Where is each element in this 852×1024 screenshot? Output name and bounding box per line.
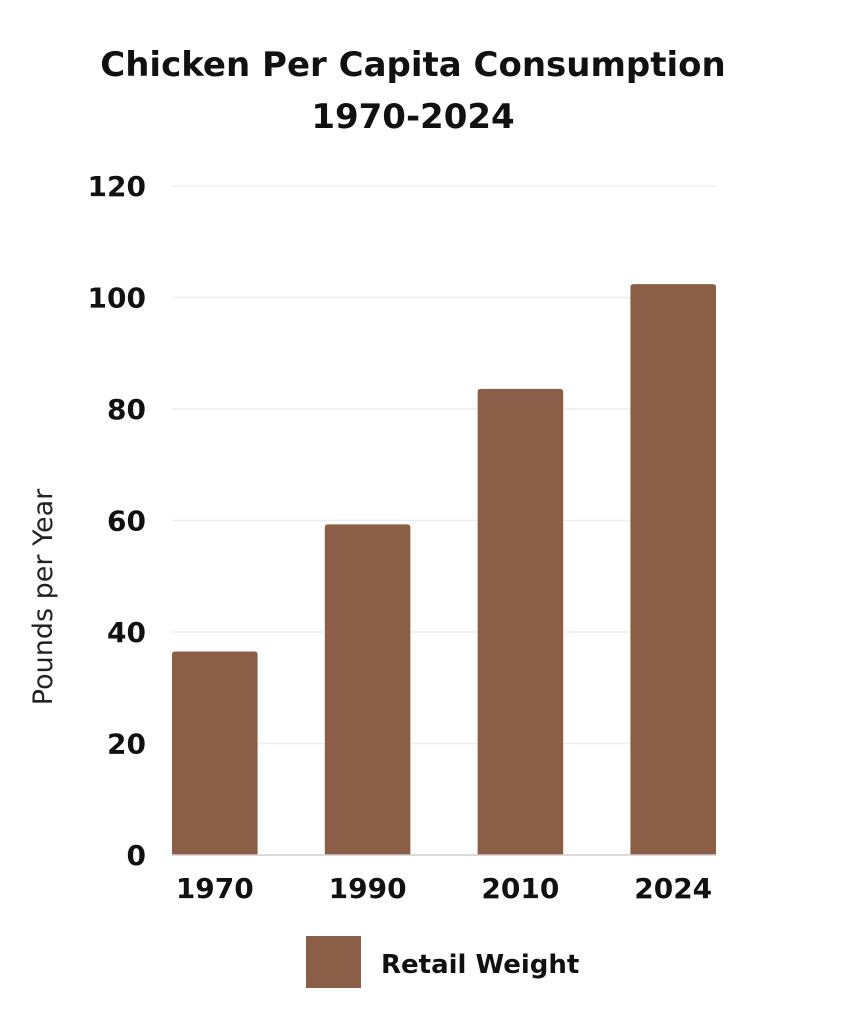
y-tick-label: 40 [107, 616, 146, 649]
bar-2010 [477, 388, 564, 855]
bar-1990 [324, 524, 411, 855]
x-tick-label-1990: 1990 [329, 872, 407, 905]
chart-title: Chicken Per Capita Consumption [100, 45, 725, 85]
y-tick-label: 60 [107, 505, 146, 538]
y-tick-label: 80 [107, 393, 146, 426]
bar-2024 [630, 284, 716, 855]
x-tick-label-2010: 2010 [481, 872, 559, 905]
y-tick-label: 100 [88, 282, 146, 315]
legend-swatch-retail-weight [306, 936, 361, 988]
y-tick-label: 20 [107, 728, 146, 761]
y-tick-label: 120 [88, 170, 146, 203]
chart-subtitle: 1970-2024 [311, 97, 514, 137]
bars [172, 284, 716, 855]
gridlines [172, 185, 716, 745]
y-tick-label: 0 [127, 839, 146, 872]
bar-1970 [172, 651, 258, 855]
x-axis-ticks: 1970 1990 2010 2024 [176, 872, 712, 905]
x-tick-label-2024: 2024 [634, 872, 712, 905]
legend: Retail Weight [306, 936, 579, 988]
y-axis-label: Pounds per Year [28, 488, 59, 705]
x-tick-label-1970: 1970 [176, 872, 254, 905]
legend-label-retail-weight: Retail Weight [381, 950, 579, 980]
y-axis-ticks: 0 20 40 60 80 100 120 [88, 170, 146, 872]
